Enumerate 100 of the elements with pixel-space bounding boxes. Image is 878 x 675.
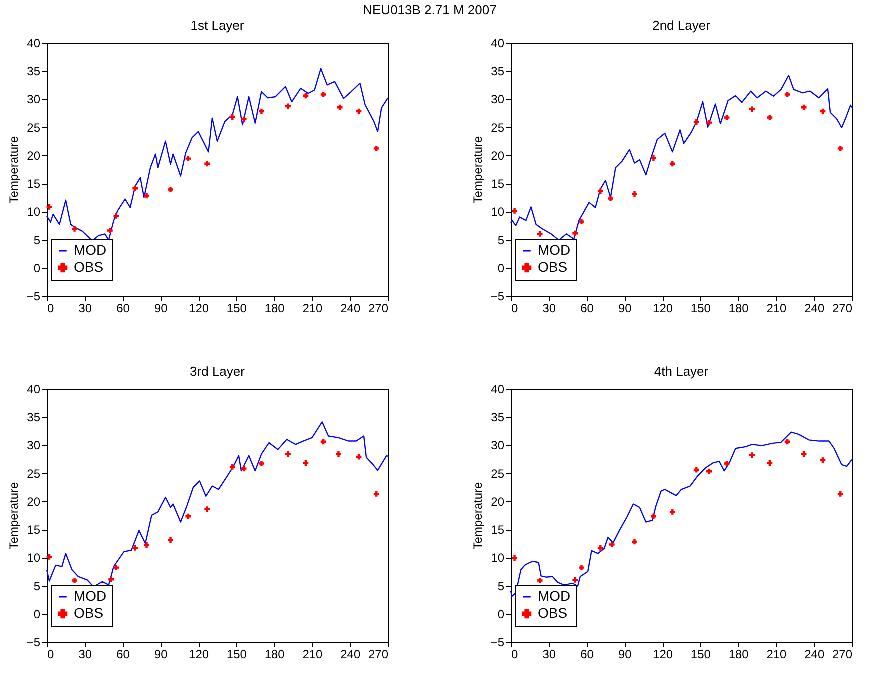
legend-label: MOD [74,588,107,604]
y-tick-label: 35 [491,410,505,425]
point [114,213,120,219]
y-axis-title: Temperature [470,482,485,550]
point [512,555,518,561]
point [46,554,52,560]
point [114,565,120,571]
y-tick-label: 10 [27,205,41,220]
point [820,458,826,464]
point [767,460,773,466]
y-tick-label: 10 [27,551,41,566]
x-tick-label: 60 [116,302,130,316]
x-tick-label: 180 [264,648,286,662]
y-tick-label: 0 [34,607,41,622]
point [598,545,604,551]
x-tick-label: 120 [653,648,674,662]
point [336,451,342,457]
x-tick-label: 210 [766,302,788,316]
y-tick-label: 20 [491,494,505,509]
line-series [510,75,853,241]
point [72,578,78,584]
x-tick-label: 240 [340,648,361,662]
chart-title: 3rd Layer [190,364,246,379]
point [650,156,656,161]
x-tick-label: 210 [302,648,324,662]
y-tick-label: 40 [27,36,41,50]
point [609,542,615,548]
y-tick-label: 5 [34,233,41,248]
point [632,192,638,197]
point [356,108,362,114]
point [801,104,807,110]
point [749,106,755,112]
x-tick-label: 240 [804,648,825,662]
x-tick-label: 270 [368,648,389,662]
line-series [46,68,389,242]
x-tick-label: 120 [189,648,210,662]
x-tick-label: 30 [542,302,556,316]
y-tick-label: 25 [491,120,505,135]
x-tick-label: 90 [154,648,168,662]
point [578,219,584,225]
legend-label: OBS [74,259,104,275]
y-tick-label: 35 [27,410,41,425]
point [258,108,264,114]
point [670,161,676,167]
chart-title: 2nd Layer [652,18,712,33]
point [337,104,343,110]
legend-label: OBS [538,605,568,621]
point [241,116,247,122]
point [258,461,264,467]
point [72,226,78,232]
point [285,451,291,457]
y-tick-label: 35 [491,64,505,79]
point [186,156,192,162]
chart-title: 4th Layer [654,364,710,379]
point [670,509,676,515]
y-tick-label: −5 [490,636,505,650]
point [632,539,638,545]
point [320,92,326,98]
point [512,208,518,214]
y-tick-label: 30 [27,92,41,107]
x-tick-label: 180 [264,302,286,316]
y-tick-label: 10 [491,551,505,566]
point [320,439,326,445]
x-tick-label: 180 [728,302,750,316]
y-tick-label: 20 [27,148,41,163]
y-tick-label: 25 [27,120,41,135]
point [820,108,826,114]
point [168,538,174,543]
point [132,186,138,192]
y-tick-label: 20 [491,148,505,163]
x-tick-label: 150 [690,302,712,316]
y-tick-label: 30 [491,438,505,453]
y-tick-label: 40 [491,36,505,50]
point [694,467,700,473]
x-tick-label: 270 [368,302,389,316]
y-tick-label: 20 [27,494,41,509]
y-tick-label: 0 [498,607,505,622]
y-tick-label: 25 [27,466,41,481]
point [537,578,543,584]
y-tick-label: 40 [27,382,41,396]
x-tick-label: 120 [189,302,210,316]
x-tick-label: 150 [690,648,712,662]
point [230,114,236,120]
x-tick-label: 30 [542,648,556,662]
point [168,187,174,192]
point [356,454,362,460]
point [537,231,543,237]
point [650,514,656,520]
point [838,146,844,152]
x-tick-label: 0 [48,302,54,316]
y-tick-label: 15 [491,523,505,538]
x-tick-label: 240 [804,302,825,316]
point [204,506,210,512]
chart-title: 1st Layer [190,18,245,33]
point [838,491,844,497]
y-tick-label: −5 [26,290,41,304]
point [132,545,138,551]
point [285,104,291,110]
x-tick-label: 240 [340,302,361,316]
point [572,230,578,236]
